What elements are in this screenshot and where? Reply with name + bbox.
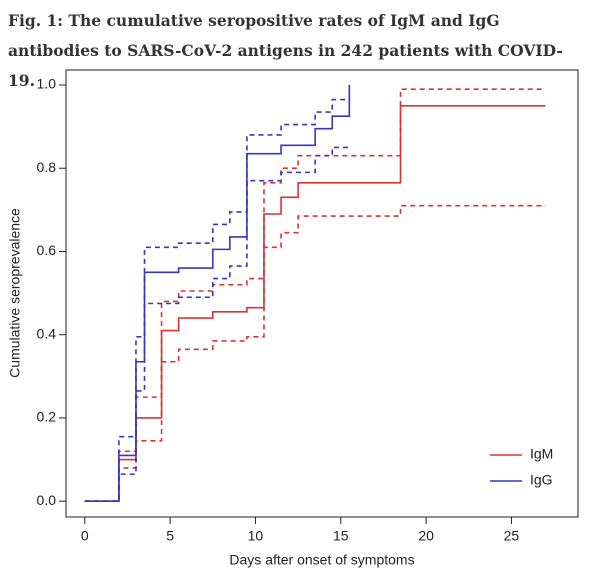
y-tick-label: 1.0 xyxy=(37,76,57,92)
upper-bound-line xyxy=(84,88,546,502)
y-tick-label: 0.8 xyxy=(37,159,57,175)
y-tick-label: 0.2 xyxy=(37,409,57,425)
lower-bound-line xyxy=(84,204,546,502)
legend-label: IgG xyxy=(530,472,553,488)
x-tick-label: 20 xyxy=(418,528,434,544)
x-tick-label: 10 xyxy=(248,528,264,544)
y-tick-label: 0.0 xyxy=(37,492,57,508)
chart-title: Fig. 1: The cumulative seropositive rate… xyxy=(8,11,563,90)
upper-bound-line xyxy=(84,84,351,502)
x-tick-label: 15 xyxy=(333,528,349,544)
x-tick-label: 5 xyxy=(166,528,174,544)
x-axis-label: Days after onset of symptoms xyxy=(229,552,414,568)
y-tick-label: 0.6 xyxy=(37,242,57,258)
lower-bound-line xyxy=(84,146,350,502)
legend-label: IgM xyxy=(530,446,553,462)
y-axis-label: Cumulative seroprevalence xyxy=(7,208,23,378)
step-line xyxy=(84,84,351,502)
x-tick-label: 0 xyxy=(81,528,89,544)
y-tick-label: 0.4 xyxy=(37,325,57,341)
x-tick-label: 25 xyxy=(504,528,520,544)
step-line xyxy=(84,104,546,502)
plot-frame xyxy=(65,69,579,518)
